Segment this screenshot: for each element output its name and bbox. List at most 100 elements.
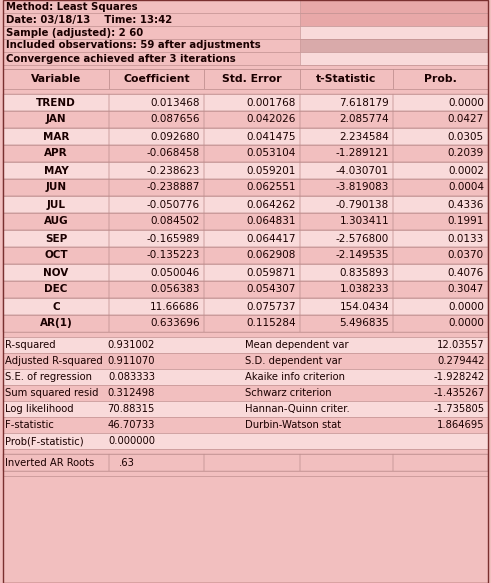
Text: DEC: DEC (44, 285, 68, 294)
Bar (393, 298, 488, 315)
Bar (393, 264, 488, 281)
Text: Method: Least Squares: Method: Least Squares (6, 2, 137, 12)
Bar (204, 69, 300, 89)
Bar (109, 298, 204, 315)
Text: -0.050776: -0.050776 (147, 199, 200, 209)
Bar (300, 39, 488, 52)
Bar (204, 298, 300, 315)
Bar (3, 369, 488, 385)
Text: 5.496835: 5.496835 (339, 318, 389, 328)
Bar (3, 128, 109, 145)
Bar (109, 69, 204, 89)
Bar (204, 128, 300, 145)
Text: 0.064262: 0.064262 (246, 199, 296, 209)
Text: Log likelihood: Log likelihood (5, 404, 74, 414)
Bar (393, 94, 488, 111)
Bar (3, 298, 109, 315)
Bar (3, 281, 109, 298)
Text: 0.0427: 0.0427 (448, 114, 484, 125)
Text: 0.0370: 0.0370 (448, 251, 484, 261)
Text: Inverted AR Roots: Inverted AR Roots (5, 458, 94, 468)
Bar (300, 298, 393, 315)
Text: -2.149535: -2.149535 (335, 251, 389, 261)
Text: 1.303411: 1.303411 (339, 216, 389, 227)
Bar (204, 94, 300, 111)
Bar (109, 230, 204, 247)
Text: -0.135223: -0.135223 (147, 251, 200, 261)
Text: JUN: JUN (46, 182, 67, 192)
Text: -1.928242: -1.928242 (434, 372, 485, 382)
Bar (109, 281, 204, 298)
Bar (393, 454, 488, 471)
Text: -0.238623: -0.238623 (147, 166, 200, 175)
Bar (300, 26, 488, 39)
Bar (109, 247, 204, 264)
Bar (300, 145, 393, 162)
Text: Hannan-Quinn criter.: Hannan-Quinn criter. (245, 404, 350, 414)
Bar (393, 213, 488, 230)
Text: Prob.: Prob. (424, 74, 457, 84)
Text: 12.03557: 12.03557 (437, 340, 485, 350)
Text: TREND: TREND (36, 97, 76, 107)
Bar (393, 196, 488, 213)
Text: Date: 03/18/13    Time: 13:42: Date: 03/18/13 Time: 13:42 (6, 15, 172, 24)
Text: 0.064831: 0.064831 (246, 216, 296, 227)
Text: Convergence achieved after 3 iterations: Convergence achieved after 3 iterations (6, 54, 236, 64)
Text: 0.056383: 0.056383 (151, 285, 200, 294)
Text: 154.0434: 154.0434 (339, 301, 389, 311)
Text: Sample (adjusted): 2 60: Sample (adjusted): 2 60 (6, 27, 143, 37)
Bar (3, 454, 109, 471)
Bar (204, 213, 300, 230)
Bar (3, 353, 488, 369)
Text: -1.435267: -1.435267 (434, 388, 485, 398)
Bar (204, 145, 300, 162)
Text: Std. Error: Std. Error (222, 74, 282, 84)
Text: -0.165989: -0.165989 (147, 234, 200, 244)
Text: 0.059201: 0.059201 (246, 166, 296, 175)
Text: 1.864695: 1.864695 (437, 420, 485, 430)
Bar (109, 315, 204, 332)
Bar (3, 145, 109, 162)
Bar (3, 230, 488, 247)
Bar (109, 94, 204, 111)
Bar (3, 298, 488, 315)
Bar (3, 69, 488, 89)
Text: Sum squared resid: Sum squared resid (5, 388, 99, 398)
Bar (3, 111, 109, 128)
Bar (3, 162, 109, 179)
Text: AR(1): AR(1) (40, 318, 72, 328)
Bar (204, 315, 300, 332)
Text: 0.633696: 0.633696 (150, 318, 200, 328)
Text: SEP: SEP (45, 234, 67, 244)
Bar (3, 69, 109, 89)
Bar (3, 128, 488, 145)
Text: S.E. of regression: S.E. of regression (5, 372, 92, 382)
Text: 0.041475: 0.041475 (246, 132, 296, 142)
Text: 1.038233: 1.038233 (339, 285, 389, 294)
Text: 0.1991: 0.1991 (448, 216, 484, 227)
Bar (393, 230, 488, 247)
Bar (393, 315, 488, 332)
Bar (3, 39, 488, 52)
Bar (109, 264, 204, 281)
Text: 0.062551: 0.062551 (246, 182, 296, 192)
Text: 46.70733: 46.70733 (108, 420, 155, 430)
Bar (3, 476, 488, 583)
Bar (3, 26, 488, 39)
Bar (3, 337, 488, 353)
Text: 0.054307: 0.054307 (246, 285, 296, 294)
Text: AUG: AUG (44, 216, 68, 227)
Bar (3, 89, 488, 94)
Bar (204, 454, 300, 471)
Bar (109, 128, 204, 145)
Text: JUL: JUL (47, 199, 65, 209)
Text: 0.0305: 0.0305 (448, 132, 484, 142)
Bar (109, 454, 204, 471)
Text: Durbin-Watson stat: Durbin-Watson stat (245, 420, 341, 430)
Text: JAN: JAN (46, 114, 66, 125)
Bar (204, 281, 300, 298)
Bar (3, 281, 488, 298)
Bar (393, 179, 488, 196)
Text: 70.88315: 70.88315 (108, 404, 155, 414)
Text: 0.0000: 0.0000 (448, 301, 484, 311)
